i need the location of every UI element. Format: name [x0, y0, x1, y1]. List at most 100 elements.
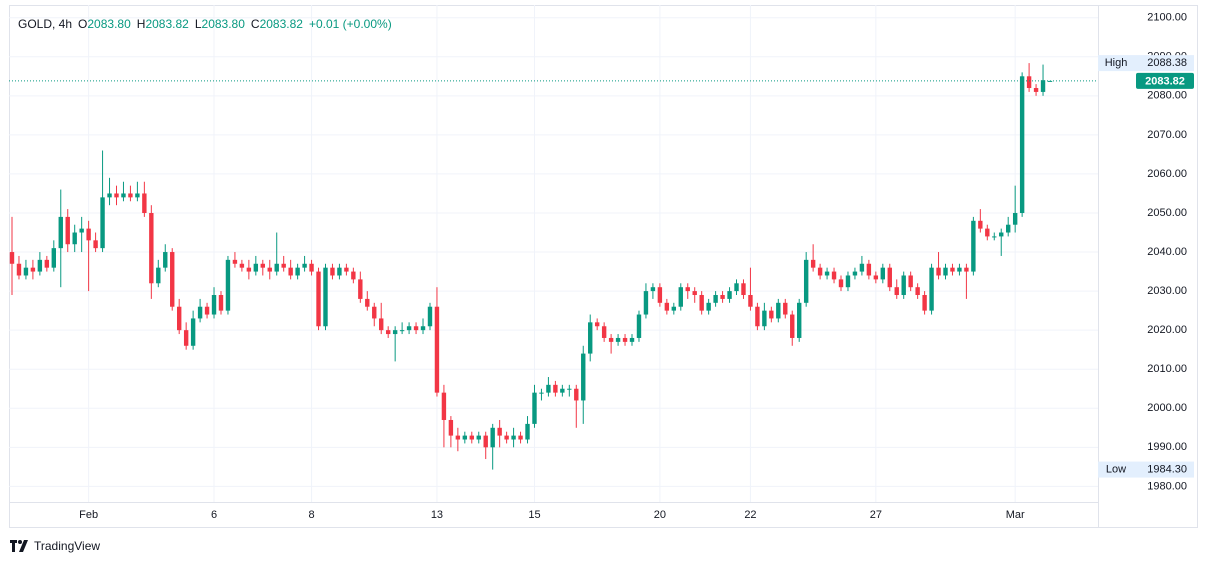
candle-body	[964, 267, 969, 272]
candle-body	[44, 259, 50, 268]
candle-body	[469, 435, 474, 440]
x-tick-label: 15	[528, 509, 540, 521]
y-tick-label: 1980.00	[1147, 480, 1187, 492]
candle-body	[372, 306, 377, 319]
candle-body	[253, 263, 259, 272]
candle-body	[30, 267, 36, 272]
low-marker-box	[1098, 461, 1194, 478]
candle-body	[246, 267, 252, 272]
candle-body	[803, 259, 809, 303]
candle-body	[922, 295, 927, 311]
candle-body	[358, 279, 363, 299]
x-tick-label: Mar	[1006, 509, 1025, 521]
x-tick-label: Feb	[79, 509, 98, 521]
brand-name: TradingView	[34, 539, 101, 553]
candle-body	[852, 271, 858, 276]
candle-body	[936, 267, 941, 276]
candle-body	[86, 228, 91, 241]
candle-body	[218, 295, 224, 311]
header-item: O	[78, 17, 88, 31]
candle-body	[392, 330, 398, 335]
candle-body	[685, 287, 690, 292]
candle-body	[1006, 224, 1011, 233]
low-marker-value: 1984.30	[1147, 463, 1187, 475]
x-tick-label: 8	[308, 509, 314, 521]
y-tick-label: 1990.00	[1147, 441, 1187, 453]
candle-body	[135, 193, 140, 198]
candle-body	[107, 193, 112, 198]
candle-body	[574, 388, 579, 401]
candle-body	[678, 287, 683, 307]
grid	[9, 5, 1098, 502]
y-tick-label: 2060.00	[1147, 168, 1187, 180]
candle-body	[560, 388, 565, 393]
candle-body	[51, 248, 56, 268]
candle-body	[413, 326, 419, 331]
candle-body	[978, 220, 983, 229]
x-tick-label: 13	[431, 509, 443, 521]
candle-body	[581, 353, 586, 401]
candle-body	[267, 267, 272, 272]
candle-body	[100, 197, 105, 249]
candle-body	[706, 302, 711, 311]
candle-body	[831, 271, 837, 280]
candle-body	[664, 302, 670, 311]
header-item: 2083.82	[259, 17, 303, 31]
candle-body	[163, 252, 168, 268]
candle-body	[399, 330, 405, 332]
candle-body	[629, 337, 635, 342]
candle-body	[622, 337, 628, 342]
candle-body	[971, 220, 976, 272]
header-item: +0.01 (+0.00%)	[308, 17, 392, 31]
y-tick-label: 2030.00	[1147, 285, 1187, 297]
candle-body	[657, 287, 663, 303]
candle-body	[720, 295, 725, 299]
candle-body	[943, 267, 948, 276]
candle-body	[546, 384, 551, 393]
candle-body	[58, 216, 63, 249]
candle-body	[211, 295, 217, 315]
candle-body	[776, 302, 781, 319]
header-item: L	[194, 17, 202, 31]
candle-body	[281, 263, 286, 268]
candle-body	[330, 267, 335, 276]
candle-body	[260, 263, 265, 268]
candle-body	[838, 279, 844, 288]
candle-body	[999, 232, 1004, 237]
candle-body	[1019, 76, 1025, 213]
candle-body	[365, 298, 370, 307]
candle-body	[309, 263, 314, 272]
candle-body	[601, 326, 607, 338]
candle-body	[824, 271, 830, 276]
candle-body	[859, 263, 865, 272]
candle-body	[755, 306, 760, 327]
header-item: 2083.80	[201, 17, 245, 31]
candle-body	[483, 435, 488, 448]
candle-body	[16, 263, 22, 276]
legend-header: GOLD, 4h O2083.80 H2083.82 L2083.80 C2083.82…	[18, 17, 398, 31]
y-tick-label: 2010.00	[1147, 363, 1187, 375]
candle-body	[636, 314, 642, 338]
candle-body	[1012, 212, 1018, 225]
candle-body	[908, 275, 913, 288]
candle-body	[225, 259, 231, 311]
candle-body	[37, 259, 43, 272]
candle-body	[525, 423, 530, 440]
candle-body	[553, 384, 558, 393]
candle-body	[901, 275, 906, 296]
candle-body	[727, 291, 732, 299]
candle-body	[23, 267, 29, 276]
candle-body	[455, 435, 461, 440]
header-item: 2083.80	[87, 17, 131, 31]
candle-body	[741, 283, 746, 296]
candle-body	[950, 267, 955, 272]
candle-body	[567, 388, 572, 390]
high-marker-box	[1098, 55, 1194, 72]
candle-body	[608, 337, 614, 342]
candle-body	[114, 193, 119, 198]
candle-body	[351, 271, 356, 280]
candle-body	[295, 267, 300, 276]
candle-body	[887, 267, 892, 288]
header-item: 2083.82	[145, 17, 189, 31]
